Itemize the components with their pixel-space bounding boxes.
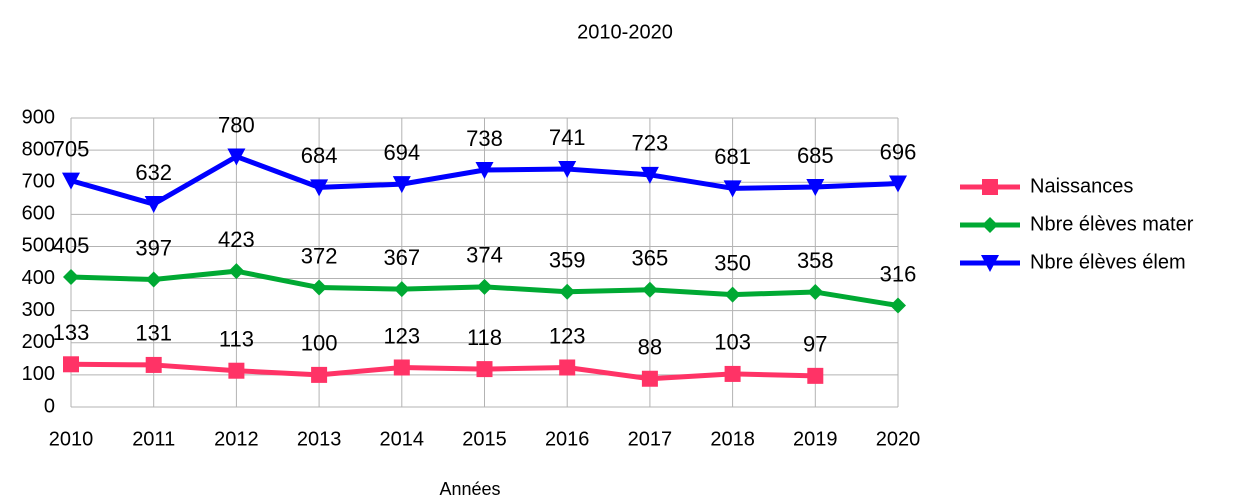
marker	[982, 217, 998, 233]
marker	[558, 161, 577, 179]
data-label: 365	[632, 246, 669, 271]
data-label: 133	[53, 320, 90, 345]
data-label: 103	[714, 330, 751, 355]
x-tick-label: 2015	[462, 428, 507, 450]
data-label: 359	[549, 248, 586, 273]
chart-title: 2010-2020	[577, 21, 673, 43]
legend-label: Nbre élèves mater	[1030, 213, 1194, 235]
data-label: 405	[53, 233, 90, 258]
marker	[144, 196, 163, 214]
marker	[393, 359, 410, 376]
marker	[889, 175, 907, 193]
marker	[640, 166, 659, 184]
marker	[981, 255, 999, 272]
data-label: 113	[219, 327, 254, 352]
marker	[311, 366, 328, 383]
legend-label: Naissances	[1030, 175, 1133, 197]
data-label: 88	[638, 335, 662, 360]
data-label: 738	[466, 126, 503, 151]
marker	[227, 148, 246, 166]
marker	[62, 172, 80, 190]
x-tick-label: 2013	[297, 428, 342, 450]
data-label: 681	[714, 144, 751, 169]
marker	[723, 180, 742, 198]
marker	[228, 263, 245, 280]
x-tick-label: 2012	[214, 428, 259, 450]
data-label: 741	[549, 125, 586, 150]
marker	[476, 278, 493, 295]
marker	[310, 179, 329, 197]
marker	[392, 176, 411, 194]
marker	[559, 283, 576, 300]
data-label: 123	[383, 323, 420, 348]
y-tick-label: 700	[22, 171, 55, 193]
marker	[228, 362, 245, 379]
series-line	[70, 361, 816, 382]
marker	[806, 179, 825, 197]
x-tick-label: 2019	[793, 428, 838, 450]
marker	[476, 361, 493, 378]
x-axis-title: Années	[439, 479, 500, 499]
x-tick-label: 2010	[49, 428, 94, 450]
x-tick-label: 2016	[545, 428, 590, 450]
data-label: 684	[301, 143, 338, 168]
y-tick-label: 800	[22, 138, 55, 160]
y-tick-label: 400	[22, 267, 55, 289]
data-label: 685	[797, 143, 834, 168]
data-label: 131	[135, 321, 172, 346]
data-label: 723	[632, 131, 669, 156]
y-tick-label: 500	[22, 235, 55, 257]
marker	[63, 356, 79, 373]
data-label: 350	[714, 250, 751, 275]
data-label: 705	[53, 136, 90, 161]
marker	[311, 279, 328, 296]
marker	[559, 359, 576, 376]
y-tick-label: 300	[22, 299, 55, 321]
data-label: 358	[797, 248, 834, 273]
y-tick-label: 0	[44, 395, 55, 417]
marker	[63, 268, 79, 285]
x-tick-label: 2020	[876, 428, 921, 450]
x-tick-label: 2018	[710, 428, 755, 450]
y-tick-label: 600	[22, 203, 55, 225]
marker	[890, 297, 906, 314]
legend-label: Nbre élèves élem	[1030, 251, 1186, 273]
data-label: 123	[549, 323, 586, 348]
x-tick-label: 2011	[132, 428, 175, 450]
data-label: 118	[467, 325, 502, 350]
marker	[641, 370, 658, 387]
marker	[475, 162, 494, 180]
marker	[145, 271, 162, 288]
marker	[145, 356, 162, 373]
marker	[393, 281, 410, 298]
data-label: 100	[301, 331, 338, 356]
marker	[982, 179, 998, 195]
data-label: 97	[803, 332, 827, 357]
marker	[807, 284, 824, 301]
data-label: 780	[218, 112, 255, 137]
y-tick-label: 900	[22, 106, 55, 128]
data-label: 397	[135, 235, 172, 260]
y-tick-label: 100	[22, 363, 55, 385]
data-label: 423	[218, 227, 255, 252]
marker	[724, 286, 741, 303]
x-tick-label: 2017	[628, 428, 673, 450]
data-label: 694	[383, 140, 420, 165]
data-label: 632	[135, 160, 172, 185]
data-label: 696	[880, 139, 917, 164]
y-tick-label: 200	[22, 331, 55, 353]
data-label: 367	[383, 245, 420, 270]
x-tick-label: 2014	[380, 428, 425, 450]
data-label: 374	[466, 243, 503, 268]
data-label: 372	[301, 243, 338, 268]
data-label: 316	[880, 261, 917, 286]
marker	[641, 281, 658, 298]
marker	[807, 367, 824, 384]
marker	[724, 365, 741, 382]
